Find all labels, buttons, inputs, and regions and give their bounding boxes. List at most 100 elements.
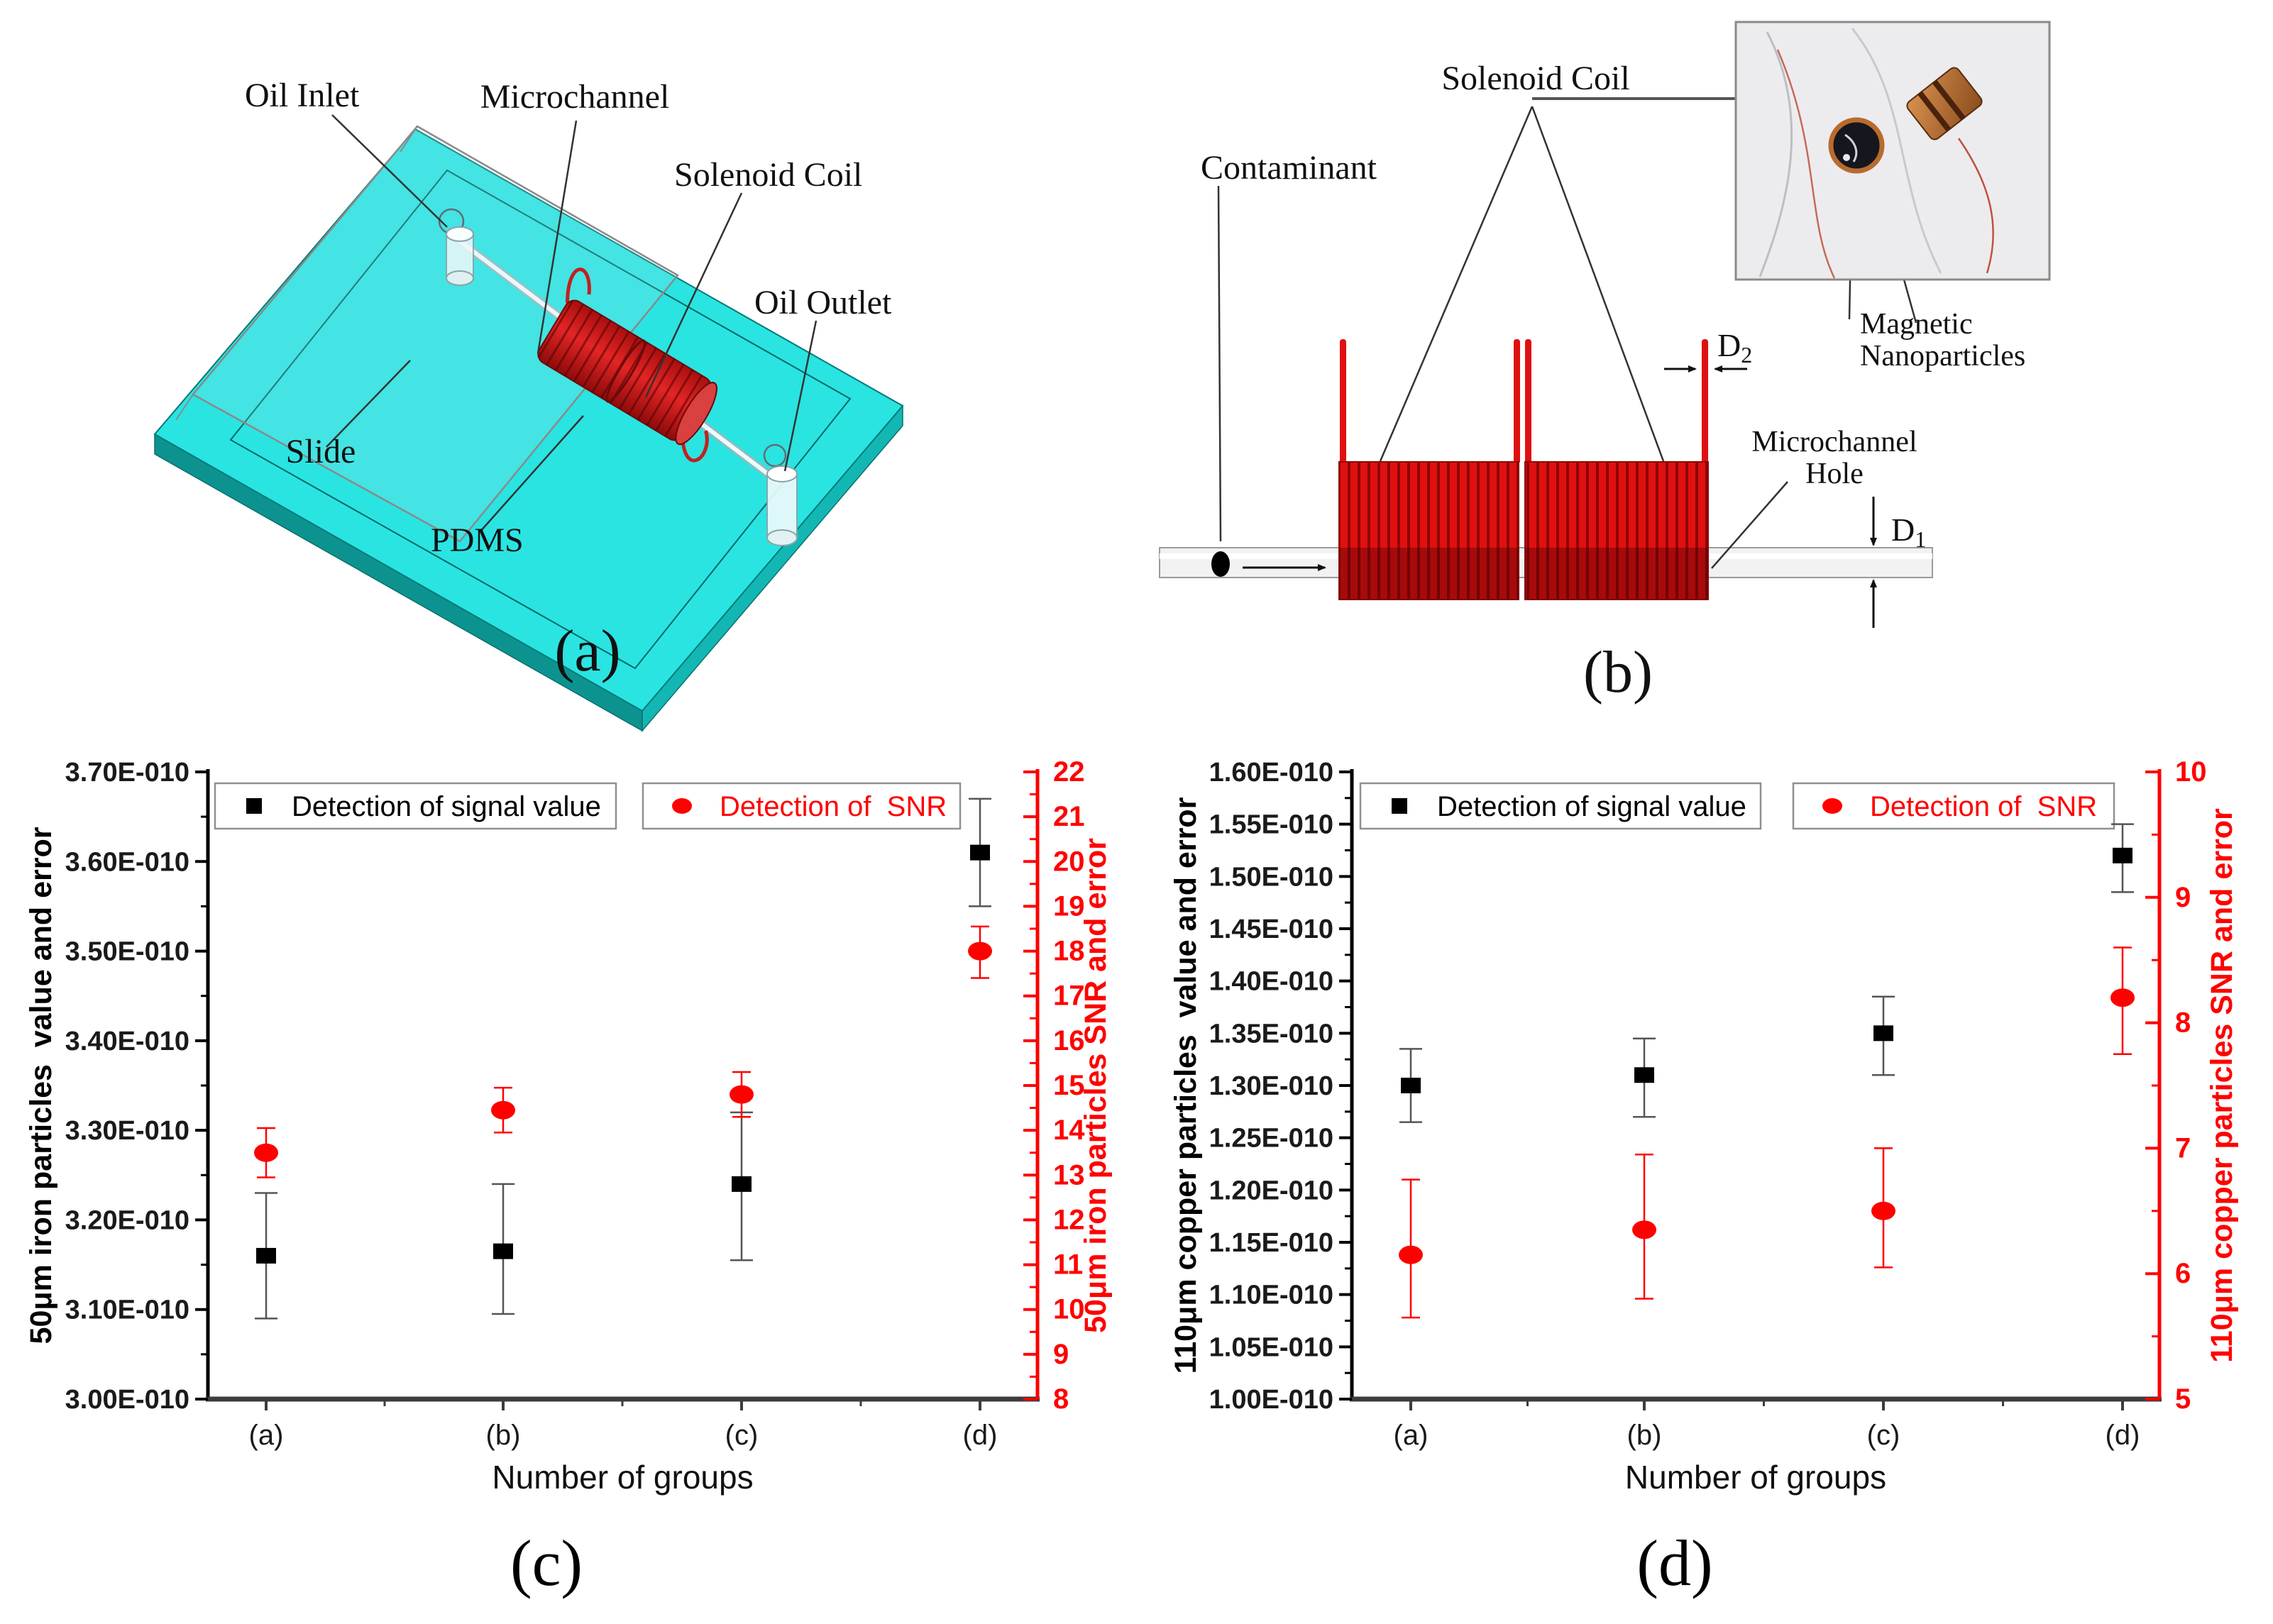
right-axis-tick-label: 22 (1053, 756, 1085, 788)
legend-label: Detection of SNR (720, 791, 947, 822)
data-point-square (1873, 1025, 1893, 1042)
data-point-circle (2110, 988, 2135, 1007)
contaminant-dot (1211, 551, 1230, 577)
inset-nanoparticle-coil (1828, 117, 1885, 174)
left-axis-tick-label: 1.55E-010 (1209, 810, 1333, 840)
right-axis-tick-label: 21 (1053, 801, 1085, 832)
leader-solenoid-coil (644, 192, 743, 398)
right-axis-tick-label: 12 (1053, 1204, 1085, 1235)
label-solenoid-coil: Solenoid Coil (674, 156, 862, 194)
inset-wire-gray-2 (1851, 28, 1942, 274)
left-axis-tick-label: 3.20E-010 (65, 1205, 189, 1235)
left-axis-tick-label: 1.30E-010 (1209, 1071, 1333, 1101)
x-axis-category-label: (b) (486, 1420, 521, 1451)
right-axis-tick-label: 10 (1053, 1294, 1085, 1325)
x-axis-category-label: (d) (963, 1420, 998, 1451)
legend-box (214, 782, 617, 830)
label-d1: D1 (1891, 512, 1926, 552)
legend-box (642, 782, 962, 830)
solenoid-shade-left (1339, 548, 1519, 600)
lead-right (1702, 339, 1708, 464)
label-pdms: PDMS (431, 521, 524, 559)
label-magnetic-1: Magnetic (1860, 308, 1973, 341)
right-axis-tick-label: 20 (1053, 846, 1085, 877)
legend-marker-circle (672, 798, 692, 814)
solenoid-coil-3d (537, 267, 717, 463)
oil-outlet-cylinder (766, 465, 798, 546)
panel-a-leader-lines (326, 114, 818, 533)
solenoid-left (1338, 461, 1519, 600)
data-point-square (1401, 1078, 1421, 1093)
data-point-circle (1871, 1201, 1895, 1220)
left-axis-tick-label: 1.00E-010 (1209, 1385, 1333, 1415)
chart-caption: (d) (1636, 1527, 1712, 1599)
caption-b: (b) (1583, 639, 1653, 705)
x-axis-category-label: (c) (1867, 1420, 1900, 1451)
data-point-circle (491, 1100, 515, 1120)
legend-label: Detection of signal value (1437, 791, 1746, 822)
right-axis-tick-label: 5 (2175, 1383, 2191, 1415)
leader-contaminant (1217, 185, 1222, 542)
leader-oil-outlet (783, 320, 818, 472)
leader-slide (326, 360, 411, 448)
left-axis-tick-label: 3.50E-010 (65, 937, 189, 967)
legend-label: Detection of signal value (292, 791, 601, 822)
x-axis-title: Number of groups (492, 1459, 753, 1496)
left-axis-tick-label: 1.20E-010 (1209, 1176, 1333, 1205)
glass-prism-edge2 (400, 126, 418, 153)
left-axis-tick-label: 3.70E-010 (65, 758, 189, 788)
x-axis-category-label: (b) (1627, 1420, 1662, 1451)
right-axis-tick-label: 6 (2175, 1258, 2191, 1289)
label-oil-outlet: Oil Outlet (754, 284, 892, 321)
right-axis-tick-label: 9 (1053, 1339, 1069, 1370)
chart-caption: (c) (510, 1527, 583, 1599)
left-axis-tick-label: 1.45E-010 (1209, 915, 1333, 944)
inset-wire-gray-1 (1759, 31, 1793, 277)
pdms-inner-outline (229, 169, 852, 670)
coil-wire-end-right (681, 430, 709, 463)
solenoid-right (1524, 461, 1709, 600)
data-point-circle (968, 941, 992, 961)
left-axis-tick-label: 3.60E-010 (65, 847, 189, 877)
legend-box (1792, 782, 2115, 830)
right-axis-tick-label: 16 (1053, 1025, 1085, 1056)
inset-wire-red-1 (1776, 49, 1836, 279)
data-point-square (493, 1243, 513, 1259)
legend-marker-circle (1822, 798, 1842, 814)
x-axis-title: Number of groups (1625, 1459, 1886, 1496)
left-axis-tick-label: 1.15E-010 (1209, 1228, 1333, 1258)
coil-mid-divider (605, 339, 646, 403)
right-axis-tick-label: 19 (1053, 890, 1085, 922)
lead-mid-2 (1525, 339, 1531, 464)
label-d2: D2 (1717, 327, 1752, 368)
coil-wire-end-left (565, 267, 591, 303)
inset-copper-coil (1906, 67, 1983, 140)
left-axis-tick-label: 3.40E-010 (65, 1027, 189, 1056)
label-magnetic-2: Nanoparticles (1860, 340, 2025, 372)
x-axis-category-label: (d) (2106, 1420, 2140, 1451)
right-axis-tick-label: 8 (2175, 1007, 2191, 1039)
right-axis-tick-label: 13 (1053, 1159, 1085, 1191)
right-axis-tick-label: 15 (1053, 1070, 1085, 1101)
leader-hole (1711, 481, 1788, 569)
left-axis-tick-label: 1.50E-010 (1209, 862, 1333, 892)
legend-label: Detection of SNR (1870, 791, 2097, 822)
lead-left (1340, 339, 1346, 464)
left-axis-tick-label: 1.05E-010 (1209, 1332, 1333, 1362)
data-point-square (732, 1176, 752, 1192)
leader-microchannel (536, 120, 578, 354)
leader-oil-inlet (331, 114, 448, 228)
left-axis-tick-label: 3.00E-010 (65, 1385, 189, 1415)
leader-coil-left (1379, 106, 1534, 462)
right-axis-tick-label: 14 (1053, 1115, 1085, 1146)
data-point-square (1634, 1067, 1654, 1083)
caption-a: (a) (554, 618, 620, 684)
label-b-solenoid-coil: Solenoid Coil (1441, 60, 1629, 97)
right-axis-tick-label: 9 (2175, 882, 2191, 913)
left-axis-tick-label: 3.30E-010 (65, 1116, 189, 1146)
panel-a: Oil Inlet Microchannel Solenoid Coil Oil… (153, 77, 904, 733)
label-slide: Slide (286, 433, 356, 470)
photo-inset (1734, 21, 2051, 281)
glass-prism-edge (175, 394, 194, 421)
label-microchannel: Microchannel (480, 78, 670, 116)
